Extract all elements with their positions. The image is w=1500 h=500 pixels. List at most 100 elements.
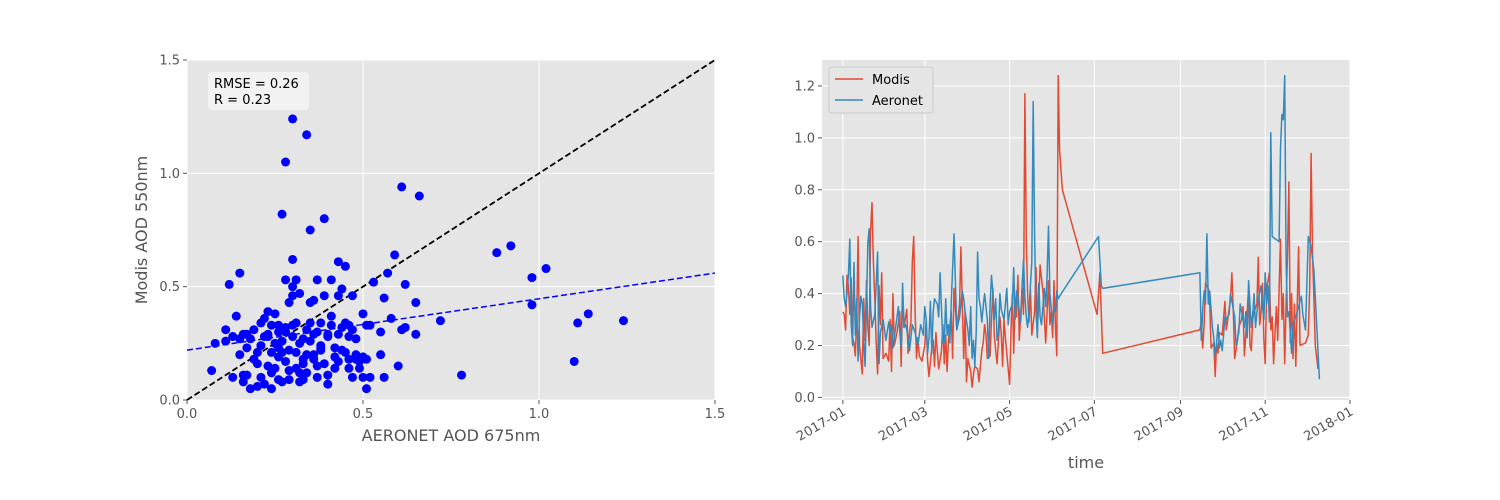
timeseries-x-tick-label: 2017-11 (1217, 404, 1272, 444)
scatter-point (228, 372, 238, 382)
scatter-panel: 0.0 0.5 1.0 1.5 0.0 0.5 1.0 1.5 RMSE = 0.26 R =… (132, 54, 725, 446)
timeseries-x-tick-label: 2017-05 (961, 404, 1016, 444)
scatter-point (333, 329, 343, 339)
scatter-point (284, 375, 294, 385)
scatter-x-tick-label: 1.0 (529, 407, 550, 422)
scatter-point (281, 356, 291, 366)
scatter-point (312, 275, 322, 285)
scatter-point (312, 361, 322, 371)
scatter-point (270, 309, 280, 319)
scatter-point (347, 291, 357, 301)
scatter-point (284, 345, 294, 355)
scatter-point (266, 347, 276, 357)
scatter-point (252, 381, 262, 391)
scatter-point (414, 191, 424, 201)
timeseries-y-tick-label: 0.4 (794, 287, 815, 302)
scatter-point (323, 370, 333, 380)
scatter-point (252, 347, 262, 357)
timeseries-y-tick-label: 0.2 (794, 339, 815, 354)
scatter-point (330, 343, 340, 353)
scatter-y-tick-label: 0.5 (159, 280, 180, 295)
scatter-point (210, 338, 220, 348)
scatter-point (312, 327, 322, 337)
scatter-point (386, 313, 396, 323)
scatter-x-tick-label: 1.5 (705, 407, 726, 422)
scatter-ticks: 0.0 0.5 1.0 1.5 0.0 0.5 1.0 1.5 (159, 54, 725, 423)
scatter-y-axis-title: Modis AOD 550nm (132, 156, 151, 305)
scatter-point (358, 372, 368, 382)
scatter-point (302, 350, 312, 360)
scatter-point (284, 298, 294, 308)
timeseries-x-tick-label: 2017-01 (794, 404, 849, 444)
scatter-point (245, 334, 255, 344)
scatter-point (618, 316, 628, 326)
scatter-point (281, 275, 291, 285)
scatter-annotation: RMSE = 0.26 R = 0.23 (208, 72, 309, 110)
scatter-point (340, 261, 350, 271)
scatter-point (266, 384, 276, 394)
scatter-point (573, 318, 583, 328)
scatter-point (362, 354, 372, 364)
scatter-point (242, 370, 252, 380)
scatter-point (298, 334, 308, 344)
scatter-y-tick-label: 1.0 (159, 167, 180, 182)
scatter-point (224, 279, 234, 289)
scatter-point (340, 347, 350, 357)
scatter-point (411, 298, 421, 308)
scatter-point (400, 279, 410, 289)
scatter-point (305, 225, 315, 235)
timeseries-series (842, 74, 1321, 388)
scatter-point (347, 325, 357, 335)
scatter-point (249, 325, 259, 335)
scatter-point (309, 354, 319, 364)
fit-line (186, 272, 716, 351)
scatter-point (288, 114, 298, 124)
scatter-point (263, 361, 273, 371)
scatter-point (344, 363, 354, 373)
scatter-point (288, 254, 298, 264)
scatter-point (435, 316, 445, 326)
scatter-point (295, 288, 305, 298)
timeseries-x-tick-label: 2018-01 (1301, 404, 1356, 444)
timeseries-y-tick-label: 1.0 (794, 131, 815, 146)
scatter-point (298, 375, 308, 385)
timeseries-x-tick-label: 2017-03 (876, 404, 931, 444)
scatter-point (347, 372, 357, 382)
scatter-point (274, 327, 284, 337)
r-text: R = 0.23 (214, 93, 271, 108)
scatter-point (337, 284, 347, 294)
scatter-point (231, 311, 241, 321)
timeseries-y-tick-label: 1.2 (794, 79, 815, 94)
scatter-point (358, 309, 368, 319)
scatter-point (256, 341, 266, 351)
scatter-point (351, 334, 361, 344)
scatter-point (323, 379, 333, 389)
scatter-point (288, 291, 298, 301)
scatter-point (362, 384, 372, 394)
scatter-point (305, 336, 315, 346)
scatter-point (235, 350, 245, 360)
scatter-point (383, 268, 393, 278)
scatter-point (492, 248, 502, 258)
scatter-point (326, 320, 336, 330)
scatter-point (376, 327, 386, 337)
scatter-point (305, 318, 315, 328)
scatter-point (326, 275, 336, 285)
scatter-point (281, 157, 291, 167)
scatter-point (291, 275, 301, 285)
scatter-point (411, 329, 421, 339)
scatter-point (369, 277, 379, 287)
scatter-point (207, 366, 217, 376)
scatter-point (379, 293, 389, 303)
timeseries-x-axis-title: time (1068, 453, 1104, 472)
scatter-point (376, 350, 386, 360)
scatter-point (316, 318, 326, 328)
scatter-point (277, 347, 287, 357)
scatter-point (266, 320, 276, 330)
scatter-point (333, 257, 343, 267)
scatter-point (259, 379, 269, 389)
scatter-point (245, 384, 255, 394)
scatter-point (541, 264, 551, 274)
scatter-point (400, 322, 410, 332)
